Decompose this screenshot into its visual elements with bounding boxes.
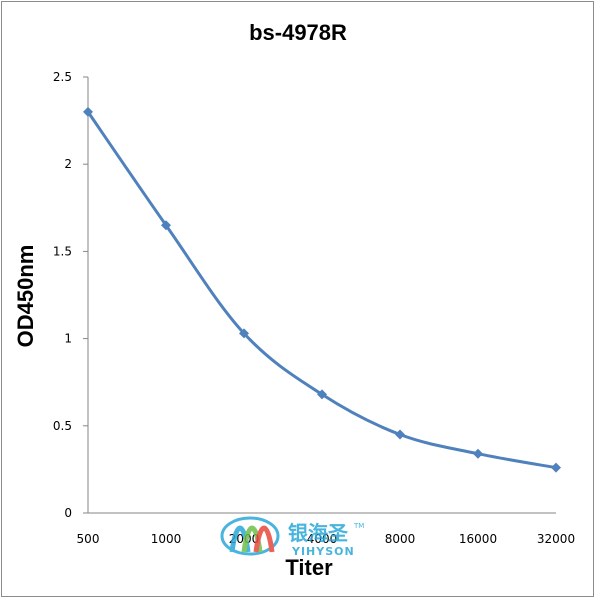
y-axis: 0 0.5 1 1.5 2 2.5 (53, 70, 89, 520)
chart-title: bs-4978R (249, 20, 347, 45)
y-tick-label: 1.5 (53, 244, 72, 258)
y-tick-label: 0 (64, 506, 72, 520)
x-tick-label: 16000 (459, 532, 497, 546)
x-axis-title: Titer (285, 555, 333, 580)
watermark-en-text: YIHYSON (291, 545, 355, 558)
y-tick-label: 2 (64, 157, 72, 171)
yihyson-logo-icon (220, 516, 280, 556)
x-tick-label: 4000 (307, 532, 338, 546)
watermark-logo: 银海圣 TM YIHYSON (220, 516, 364, 558)
x-tick-label: 8000 (385, 532, 416, 546)
watermark-tm: TM (353, 522, 364, 530)
data-point-marker (395, 429, 405, 440)
data-point-marker (239, 328, 249, 339)
data-point-marker (317, 389, 327, 400)
data-point-marker (551, 462, 561, 473)
y-axis-title: OD450nm (13, 245, 38, 348)
x-tick-label: 32000 (537, 532, 575, 546)
watermark-cn-text: 银海圣 (288, 521, 349, 545)
data-point-marker (473, 448, 483, 459)
data-point-marker (161, 220, 171, 231)
x-axis: 500 1000 2000 4000 8000 16000 32000 (77, 512, 575, 546)
y-tick-label: 0.5 (53, 419, 72, 433)
series-line-group (83, 106, 561, 473)
series-line (86, 111, 557, 470)
y-tick-label: 2.5 (53, 70, 72, 84)
x-tick-label: 1000 (151, 532, 182, 546)
x-tick-label: 500 (77, 532, 100, 546)
y-tick-label: 1 (64, 332, 72, 346)
data-point-marker (83, 106, 93, 117)
